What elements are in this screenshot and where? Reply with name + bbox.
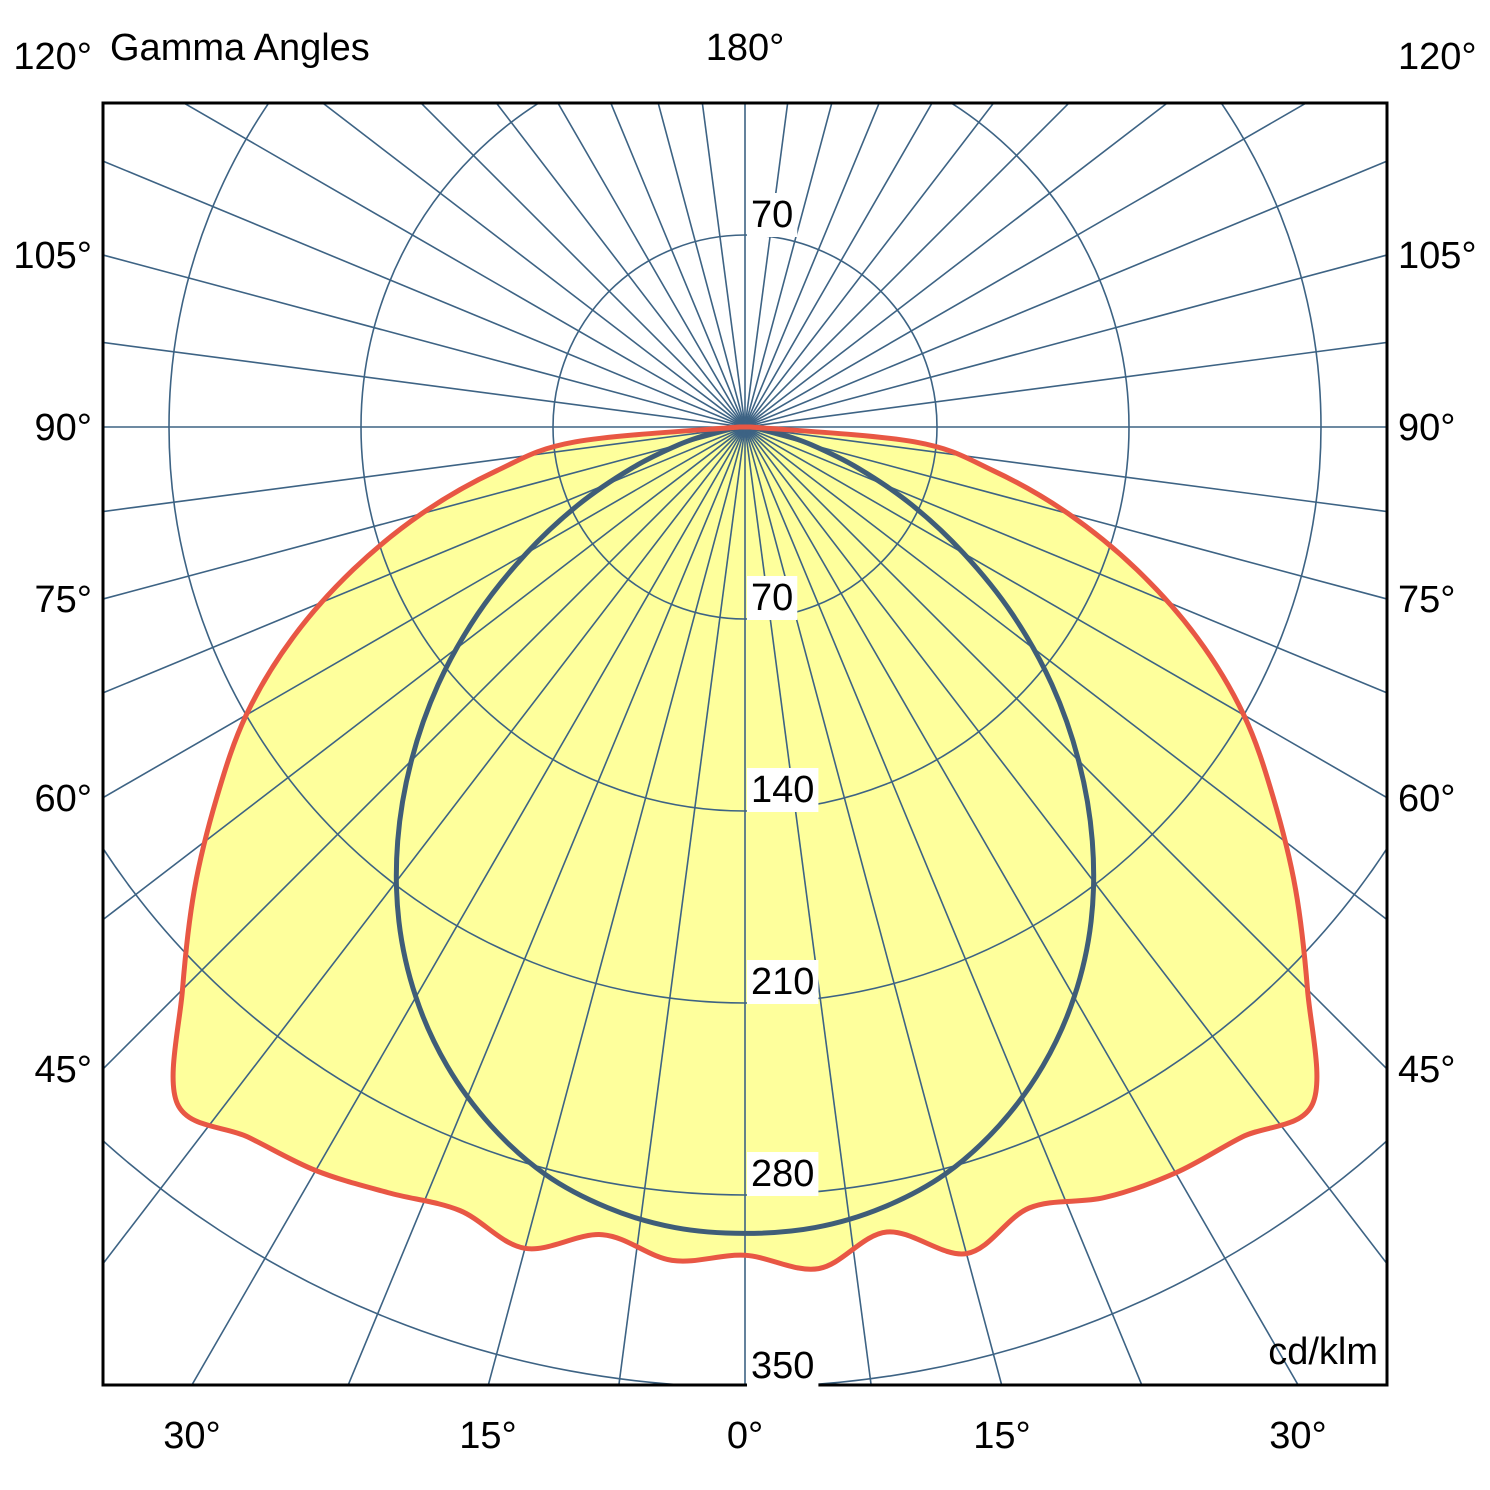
ring-value-label-bg [747, 1152, 819, 1196]
angle-label-bottom: 30° [163, 1415, 220, 1457]
angle-label-right: 45° [1398, 1049, 1455, 1091]
angle-label-right: 75° [1398, 579, 1455, 621]
angle-label-bottom: 15° [459, 1415, 516, 1457]
ring-value-label-bg [747, 960, 819, 1004]
c90-c270-curve [393, 424, 1097, 1236]
angle-label-bottom: 15° [973, 1415, 1030, 1457]
angle-label-bottom: 0° [727, 1415, 763, 1457]
angle-label-right: 105° [1398, 235, 1477, 277]
angle-label-right: 120° [1398, 36, 1477, 78]
top-angle-label: 180° [706, 27, 785, 69]
ring-value-label: 210 [751, 961, 814, 1003]
angle-label-left: 105° [13, 235, 92, 277]
angle-label-left: 120° [13, 36, 92, 78]
ring-value-label: 70 [751, 194, 793, 236]
ring-value-label-bg [747, 576, 798, 620]
unit-label: cd/klm [1268, 1331, 1378, 1373]
ring-value-label: 350 [751, 1345, 814, 1387]
angle-label-bottom: 30° [1269, 1415, 1326, 1457]
angle-label-left: 60° [35, 778, 92, 820]
angle-label-left: 90° [35, 407, 92, 449]
ring-value-label-bg [747, 768, 819, 812]
angle-label-right: 60° [1398, 778, 1455, 820]
angle-label-right: 90° [1398, 407, 1455, 449]
ring-value-label: 70 [751, 577, 793, 619]
angle-label-left: 45° [35, 1049, 92, 1091]
angle-label-left: 75° [35, 579, 92, 621]
chart-title: Gamma Angles [110, 27, 370, 69]
ring-value-label-bg [747, 1344, 819, 1388]
ring-value-label: 280 [751, 1153, 814, 1195]
plot-border [101, 101, 1389, 1387]
ring-value-label-bg [747, 193, 798, 237]
ring-value-label: 140 [751, 769, 814, 811]
c0-c180-curve [170, 424, 1320, 1272]
